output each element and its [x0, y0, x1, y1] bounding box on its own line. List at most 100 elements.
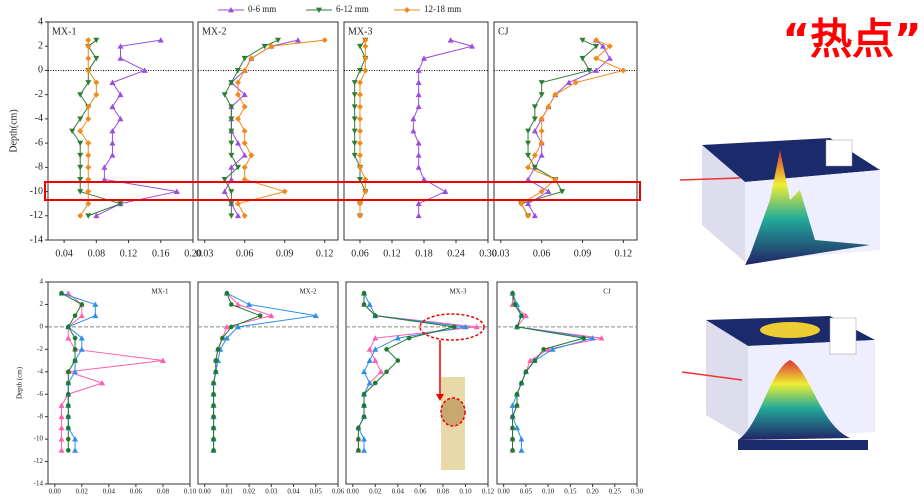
- x-tick-label: 0.00: [498, 488, 511, 496]
- marker: [248, 152, 254, 158]
- panel: MX-30.000.020.040.060.080.100.12: [346, 282, 495, 496]
- marker: [352, 129, 358, 134]
- marker: [216, 347, 221, 352]
- marker: [510, 437, 515, 442]
- panel: MX-10.040.080.120.160.20420-2-4-6-8-10-1…: [8, 16, 201, 259]
- y-tick-label: 0: [38, 65, 43, 76]
- marker: [510, 291, 515, 296]
- x-tick-label: 0.06: [236, 248, 254, 259]
- marker: [59, 402, 65, 407]
- x-tick-label: 0.12: [383, 248, 401, 259]
- marker: [66, 448, 71, 453]
- y-tick-label: 2: [40, 300, 44, 308]
- x-tick-label: 0.20: [586, 488, 599, 496]
- marker: [448, 37, 454, 42]
- marker: [73, 313, 78, 318]
- x-tick-label: 0.12: [120, 248, 138, 259]
- series-line: [521, 40, 596, 216]
- marker: [362, 414, 367, 419]
- marker: [378, 369, 384, 374]
- x-tick-label: 0.09: [574, 248, 592, 259]
- x-tick-label: 0.08: [157, 488, 170, 496]
- marker: [93, 92, 99, 98]
- marker: [85, 152, 91, 158]
- marker: [79, 346, 85, 351]
- marker: [85, 164, 91, 170]
- marker: [532, 128, 538, 133]
- marker: [524, 369, 529, 374]
- marker: [109, 152, 115, 157]
- marker: [510, 426, 515, 431]
- marker: [352, 141, 358, 146]
- plot-frame: [198, 282, 338, 484]
- marker: [235, 140, 241, 145]
- x-tick-label: 0.02: [243, 488, 256, 496]
- y-tick-label: -14: [34, 480, 44, 488]
- marker: [512, 302, 517, 307]
- y-tick-label: -8: [35, 162, 43, 173]
- marker: [357, 80, 363, 86]
- marker: [66, 437, 71, 442]
- marker: [118, 116, 124, 121]
- marker: [416, 80, 422, 85]
- x-tick-label: 0.10: [542, 488, 555, 496]
- marker: [525, 164, 531, 170]
- marker: [235, 213, 241, 218]
- marker: [532, 152, 538, 158]
- marker: [372, 346, 378, 351]
- marker: [362, 43, 368, 49]
- marker: [118, 92, 124, 97]
- marker: [77, 92, 83, 97]
- marker: [361, 369, 367, 374]
- marker: [246, 301, 252, 306]
- marker: [66, 381, 71, 386]
- marker: [109, 104, 115, 109]
- marker: [101, 164, 107, 169]
- x-tick-label: 0.08: [437, 488, 450, 496]
- x-tick-label: 0.10: [184, 488, 197, 496]
- marker: [93, 80, 99, 86]
- y-tick-label: -12: [34, 457, 44, 465]
- marker: [416, 140, 422, 145]
- x-tick-label: 0.06: [533, 248, 551, 259]
- x-tick-label: 0.16: [152, 248, 170, 259]
- marker: [66, 325, 71, 330]
- panel: MX-30.060.120.180.240.30: [344, 22, 497, 259]
- marker: [235, 80, 241, 86]
- marker: [211, 392, 216, 397]
- marker: [416, 104, 422, 109]
- marker: [515, 403, 520, 408]
- panel-title: MX-1: [151, 288, 169, 296]
- marker: [566, 80, 572, 85]
- x-tick-label: 0.12: [316, 248, 334, 259]
- marker: [410, 128, 416, 133]
- marker: [356, 448, 361, 453]
- marker: [357, 44, 363, 49]
- marker: [85, 80, 91, 85]
- marker: [373, 381, 378, 386]
- marker: [357, 128, 363, 134]
- y-tick-label: 4: [38, 16, 43, 27]
- marker: [211, 448, 216, 453]
- x-tick-label: 0.24: [447, 248, 465, 259]
- marker: [356, 437, 361, 442]
- marker: [525, 153, 531, 158]
- x-tick-label: 0.06: [332, 488, 345, 496]
- marker: [228, 213, 234, 218]
- marker: [211, 426, 216, 431]
- marker: [416, 201, 422, 206]
- series-line: [528, 40, 610, 216]
- marker: [545, 189, 551, 194]
- marker: [532, 104, 538, 109]
- y-tick-label: 2: [38, 41, 43, 52]
- marker: [235, 116, 241, 122]
- marker: [158, 37, 164, 42]
- x-tick-label: 0.10: [459, 488, 472, 496]
- marker: [242, 164, 248, 170]
- marker: [352, 80, 358, 85]
- series-line: [214, 293, 272, 450]
- x-tick-label: 0.05: [310, 488, 323, 496]
- marker: [222, 189, 228, 194]
- marker: [228, 189, 234, 194]
